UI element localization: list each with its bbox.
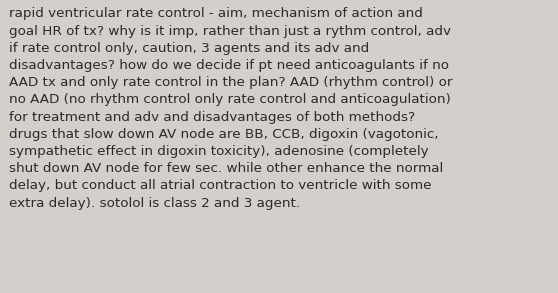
Text: rapid ventricular rate control - aim, mechanism of action and
goal HR of tx? why: rapid ventricular rate control - aim, me… xyxy=(9,7,453,209)
